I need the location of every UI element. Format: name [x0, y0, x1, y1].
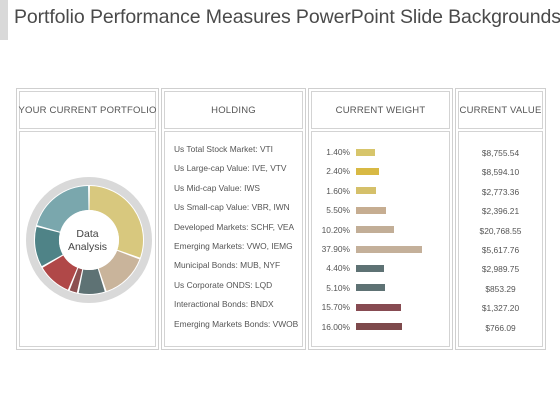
weight-percent: 16.00% [321, 321, 350, 332]
holding-header: HOLDING [164, 91, 303, 129]
weight-percent: 2.40% [326, 166, 350, 177]
value-item: $8,594.10 [481, 167, 520, 178]
weight-bar [356, 206, 387, 214]
weight-percent: 5.10% [326, 282, 350, 293]
donut-segment [42, 254, 78, 290]
holding-item: Us Total Stock Market: VTI [174, 144, 273, 154]
weight-bar [356, 264, 384, 272]
portfolio-body: Data Analysis [19, 131, 156, 347]
weight-row: 16.00% [312, 321, 449, 333]
weight-header: CURRENT WEIGHT [311, 91, 450, 129]
weight-bar [356, 303, 402, 311]
corner-accent [0, 0, 8, 40]
weight-row: 5.10% [312, 282, 449, 294]
value-panel: CURRENT VALUE $8,755.54 $8,594.10 $2,773.3… [455, 88, 546, 350]
weight-percent: 37.90% [321, 244, 350, 254]
weight-row: 37.90% [312, 243, 449, 255]
holding-item: Us Corporate ONDS: LQD [174, 279, 273, 290]
weight-row: 5.50% [312, 204, 449, 216]
weight-percent: 4.40% [326, 263, 350, 274]
donut-segment [88, 186, 143, 258]
portfolio-panel: YOUR CURRENT PORTFOLIO Data Analysis [16, 88, 159, 350]
value-item: $8,755.54 [481, 148, 520, 158]
portfolio-header: YOUR CURRENT PORTFOLIO [18, 91, 156, 129]
weight-row: 1.60% [312, 185, 449, 197]
donut-label: Data Analysis [20, 228, 155, 254]
value-list: $8,755.54 $8,594.10 $2,773.36 $2,396.21 $20,… [459, 148, 542, 342]
holding-item: Us Large-cap Value: IVE, VTV [174, 163, 287, 174]
holding-body: Us Total Stock Market: VTI Us Large-cap V… [164, 131, 303, 347]
weight-body: 1.40% 2.40% 1.60% 5.50% 10.20% 37.90% 4.40% 5.1… [311, 131, 450, 347]
donut-segment [98, 250, 140, 292]
weight-row: 1.40% [312, 146, 449, 158]
donut-segment [35, 226, 64, 267]
value-item: $5,617.76 [481, 244, 520, 255]
holding-list: Us Total Stock Market: VTI Us Large-cap V… [174, 144, 298, 338]
weight-bar [356, 187, 376, 195]
weight-row: 15.70% [312, 301, 449, 313]
value-header: CURRENT VALUE [458, 91, 543, 129]
value-item: $2,989.75 [481, 264, 520, 275]
weight-bar [356, 323, 402, 331]
weight-bar [356, 167, 379, 175]
value-item: $20,768.55 [479, 225, 522, 236]
donut-label-line1: Data [76, 228, 99, 240]
value-item: $766.09 [485, 322, 516, 333]
weight-bar [356, 284, 386, 292]
value-item: $1,327.20 [481, 303, 520, 314]
holding-item: Us Small-cap Value: VBR, IWN [174, 202, 290, 213]
weight-percent: 15.70% [321, 302, 350, 313]
weight-bar [356, 148, 376, 156]
donut-segment [78, 268, 105, 294]
weight-percent: 1.40% [326, 147, 350, 157]
value-item: $2,773.36 [481, 186, 520, 197]
donut-outer-ring [26, 177, 152, 303]
weight-percent: 5.50% [326, 205, 350, 216]
donut-segment [69, 267, 83, 293]
slide-title: Portfolio Performance Measures PowerPoin… [14, 6, 560, 28]
holding-panel: HOLDING Us Total Stock Market: VTI Us Lar… [161, 88, 306, 350]
weight-percent: 1.60% [326, 185, 350, 196]
weight-bar [356, 245, 422, 253]
weight-row: 2.40% [312, 165, 449, 177]
weight-bar [356, 226, 395, 234]
portfolio-donut-chart [26, 177, 152, 303]
holding-item: Developed Markets: SCHF, VEA [174, 221, 295, 232]
holding-item: Emerging Markets Bonds: VWOB [174, 318, 299, 329]
donut-hole [59, 210, 119, 270]
holding-item: Us Mid-cap Value: IWS [174, 182, 260, 193]
weight-panel: CURRENT WEIGHT 1.40% 2.40% 1.60% 5.50% 10.20… [308, 88, 453, 350]
weight-percent: 10.20% [321, 224, 350, 235]
weight-row: 10.20% [312, 224, 449, 236]
donut-segment [37, 186, 90, 233]
weight-row: 4.40% [312, 262, 449, 274]
value-item: $2,396.21 [481, 206, 520, 217]
value-body: $8,755.54 $8,594.10 $2,773.36 $2,396.21 $20,… [458, 131, 543, 347]
holding-item: Municipal Bonds: MUB, NYF [174, 260, 281, 271]
value-item: $853.29 [485, 283, 516, 294]
holding-item: Emerging Markets: VWO, IEMG [174, 240, 293, 251]
donut-label-line2: Analysis [67, 241, 108, 253]
holding-item: Interactional Bonds: BNDX [174, 299, 274, 310]
